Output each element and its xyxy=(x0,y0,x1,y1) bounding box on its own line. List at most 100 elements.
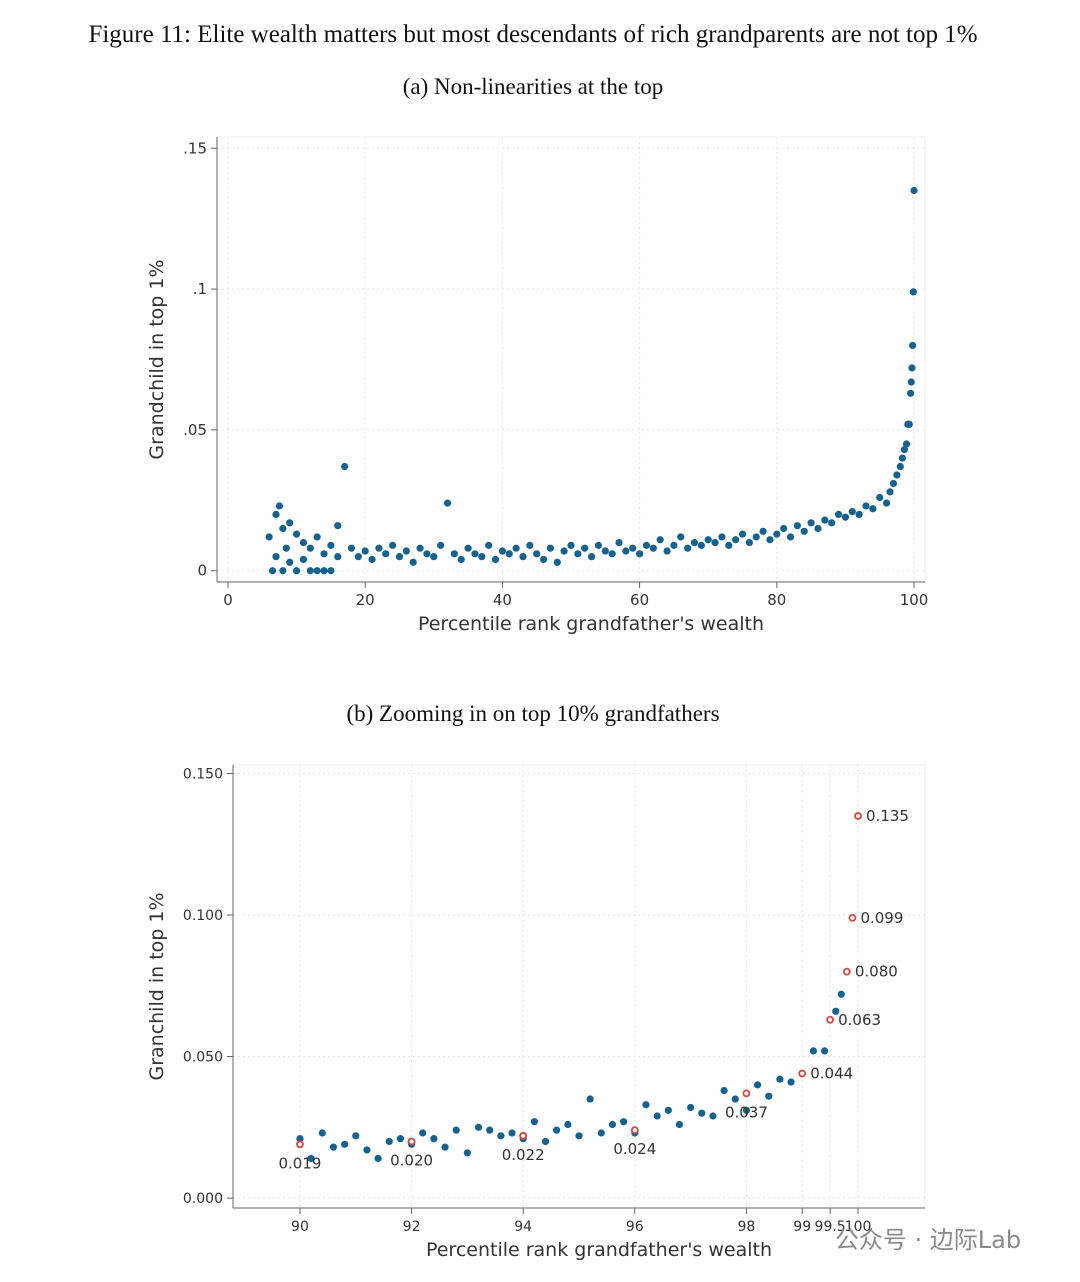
x-tick-label: 94 xyxy=(514,1219,532,1235)
point xyxy=(642,541,651,549)
point xyxy=(690,538,699,547)
point xyxy=(896,462,904,471)
point xyxy=(313,567,321,575)
data-label: 0.024 xyxy=(613,1140,656,1158)
data-label: 0.022 xyxy=(502,1146,545,1164)
y-axis-label: Grandchild in top 1% xyxy=(146,259,168,459)
data-label: 0.080 xyxy=(855,963,898,981)
point xyxy=(902,440,911,448)
point xyxy=(828,519,836,527)
point xyxy=(629,544,637,552)
point xyxy=(855,510,863,519)
point xyxy=(587,553,596,561)
point xyxy=(272,553,280,561)
point xyxy=(766,536,774,544)
point xyxy=(385,1137,393,1146)
figure-title: Figure 11: Elite wealth matters but most… xyxy=(88,21,977,48)
x-tick-label: 80 xyxy=(767,591,786,609)
point xyxy=(574,550,582,558)
point xyxy=(601,547,609,555)
point xyxy=(318,1129,326,1137)
point xyxy=(886,488,894,496)
point xyxy=(437,541,445,549)
point xyxy=(292,567,301,575)
point xyxy=(299,538,308,547)
point xyxy=(334,522,342,530)
point xyxy=(320,567,328,575)
x-tick-label: 98 xyxy=(738,1219,756,1235)
point xyxy=(347,544,356,552)
point xyxy=(541,1137,550,1146)
point xyxy=(282,544,290,552)
point xyxy=(474,1123,483,1131)
x-tick-label: 90 xyxy=(291,1219,309,1235)
point xyxy=(265,533,273,541)
point xyxy=(485,541,493,549)
point xyxy=(742,1089,751,1098)
point xyxy=(306,544,314,552)
point xyxy=(841,513,850,521)
point xyxy=(272,510,280,519)
point xyxy=(586,1095,594,1103)
point xyxy=(296,1140,304,1149)
point xyxy=(374,1154,382,1163)
point xyxy=(834,510,843,519)
point xyxy=(354,553,362,561)
point xyxy=(450,550,458,558)
point xyxy=(497,1132,505,1140)
point xyxy=(837,990,845,998)
point xyxy=(615,538,623,547)
point xyxy=(486,1126,494,1134)
point xyxy=(826,1015,835,1024)
point xyxy=(793,522,801,530)
y-tick-label: .15 xyxy=(183,139,207,157)
point xyxy=(292,530,301,538)
point xyxy=(909,341,917,350)
point xyxy=(630,1126,639,1135)
point xyxy=(375,544,383,552)
point xyxy=(564,1120,572,1129)
data-label: 0.135 xyxy=(866,807,909,825)
point xyxy=(656,536,664,544)
point xyxy=(363,1146,371,1154)
y-tick-label: 0.000 xyxy=(183,1191,223,1207)
point xyxy=(752,533,760,541)
point xyxy=(908,364,916,372)
x-axis-label: Percentile rank grandfather's wealth xyxy=(426,1239,772,1261)
x-tick-label: 20 xyxy=(356,591,375,609)
point xyxy=(814,524,822,533)
x-tick-label: 92 xyxy=(403,1219,421,1235)
point xyxy=(275,502,284,510)
point xyxy=(307,1154,315,1163)
point xyxy=(608,550,616,558)
point xyxy=(539,555,548,564)
point xyxy=(279,524,287,533)
point xyxy=(327,541,335,549)
point xyxy=(698,1109,706,1117)
point xyxy=(441,1143,449,1151)
plot-area xyxy=(216,136,926,583)
point xyxy=(396,1135,405,1143)
y-tick-label: 0.150 xyxy=(183,766,223,782)
point xyxy=(286,519,294,527)
point xyxy=(809,1047,817,1055)
point xyxy=(553,1126,561,1134)
point xyxy=(738,530,747,538)
subtitle: (b) Zooming in on top 10% grandfathers xyxy=(346,701,719,726)
x-tick-label: 0 xyxy=(223,591,233,609)
data-label: 0.044 xyxy=(810,1065,853,1083)
point xyxy=(697,541,705,549)
point xyxy=(505,550,513,558)
point xyxy=(663,547,671,555)
point xyxy=(776,1075,784,1083)
data-label: 0.099 xyxy=(860,909,903,927)
point xyxy=(498,547,506,555)
point xyxy=(530,1118,538,1126)
point xyxy=(759,527,767,535)
point xyxy=(620,1118,628,1126)
point xyxy=(882,499,891,507)
point xyxy=(519,553,527,561)
x-tick-label: 99 xyxy=(793,1219,811,1235)
x-tick-label: 60 xyxy=(630,591,649,609)
